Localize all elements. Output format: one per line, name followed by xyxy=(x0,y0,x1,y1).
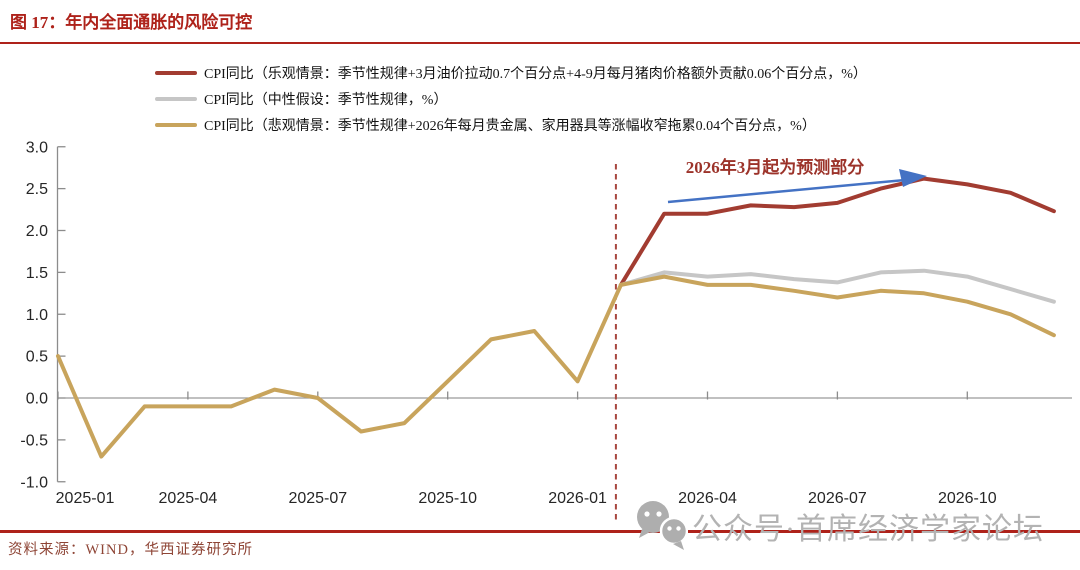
x-axis-tick-label: 2026-01 xyxy=(548,490,607,507)
x-axis-tick-label: 2025-10 xyxy=(418,490,477,507)
legend-item-pessimistic: CPI同比（悲观情景：季节性规律+2026年每月贵金属、家用器具等涨幅收窄拖累0… xyxy=(155,112,867,138)
optimistic-line-swatch xyxy=(155,71,197,75)
y-axis-tick-label: -0.5 xyxy=(20,432,48,449)
x-axis-tick-label: 2026-10 xyxy=(938,490,997,507)
legend-item-optimistic: CPI同比（乐观情景：季节性规律+3月油价拉动0.7个百分点+4-9月每月猪肉价… xyxy=(155,60,867,86)
y-axis-tick-label: 2.0 xyxy=(26,223,48,240)
x-axis-tick-label: 2025-04 xyxy=(159,490,218,507)
y-axis-tick-label: 3.0 xyxy=(26,139,48,156)
bottom-divider-line xyxy=(0,530,1080,533)
legend-label: CPI同比（悲观情景：季节性规律+2026年每月贵金属、家用器具等涨幅收窄拖累0… xyxy=(204,119,816,134)
series-line-historical xyxy=(56,282,623,459)
y-axis-tick-label: 2.5 xyxy=(26,181,48,198)
top-divider-line xyxy=(0,42,1080,44)
y-axis-tick-label: 0.5 xyxy=(26,349,48,366)
forecast-annotation: 2026年3月起为预测部分 xyxy=(685,158,865,177)
watermark: 公众号·首席经济学家论坛 xyxy=(626,498,1044,554)
chart-legend: CPI同比（乐观情景：季节性规律+3月油价拉动0.7个百分点+4-9月每月猪肉价… xyxy=(155,60,867,138)
annotation-arrow-head xyxy=(899,169,927,187)
x-axis-tick-label: 2025-07 xyxy=(288,490,347,507)
annotation-arrow-shaft xyxy=(667,178,906,204)
y-axis-tick-label: -1.0 xyxy=(20,474,48,491)
series-line-pessimistic xyxy=(618,274,1056,338)
y-axis-tick-label: 1.0 xyxy=(26,307,48,324)
x-axis-tick-label: 2026-07 xyxy=(808,490,867,507)
legend-label: CPI同比（中性假设：季节性规律，%） xyxy=(204,93,448,108)
series-line-optimistic xyxy=(618,176,1056,287)
source-note: 资料来源：WIND，华西证券研究所 xyxy=(8,542,253,558)
wechat-bubbles-icon xyxy=(637,501,688,550)
series-line-neutral xyxy=(618,268,1056,304)
legend-item-neutral: CPI同比（中性假设：季节性规律，%） xyxy=(155,86,867,112)
watermark-text: 公众号·首席经济学家论坛 xyxy=(692,513,1044,546)
x-axis-tick-label: 2026-04 xyxy=(678,490,737,507)
x-axis-tick-label: 2025-01 xyxy=(56,490,115,507)
y-axis-tick-label: 0.0 xyxy=(26,391,48,408)
neutral-line-swatch xyxy=(155,97,197,101)
pessimistic-line-swatch xyxy=(155,123,197,127)
y-axis-tick-label: 1.5 xyxy=(26,265,48,282)
figure-title: 图 17：年内全面通胀的风险可控 xyxy=(10,13,253,32)
legend-label: CPI同比（乐观情景：季节性规律+3月油价拉动0.7个百分点+4-9月每月猪肉价… xyxy=(204,67,867,82)
